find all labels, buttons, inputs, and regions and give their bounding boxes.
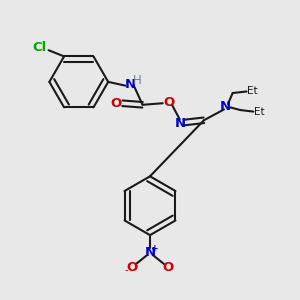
Text: N: N bbox=[175, 118, 186, 130]
Text: H: H bbox=[133, 74, 142, 86]
Text: Cl: Cl bbox=[33, 40, 47, 54]
Text: N: N bbox=[144, 246, 156, 259]
Text: -: - bbox=[125, 265, 129, 275]
Text: Et: Et bbox=[248, 85, 258, 96]
Text: N: N bbox=[219, 100, 230, 113]
Text: +: + bbox=[151, 244, 158, 253]
Text: O: O bbox=[111, 97, 122, 110]
Text: O: O bbox=[126, 260, 138, 274]
Text: O: O bbox=[162, 260, 174, 274]
Text: N: N bbox=[125, 78, 136, 91]
Text: Et: Et bbox=[254, 106, 265, 117]
Text: O: O bbox=[163, 96, 175, 109]
